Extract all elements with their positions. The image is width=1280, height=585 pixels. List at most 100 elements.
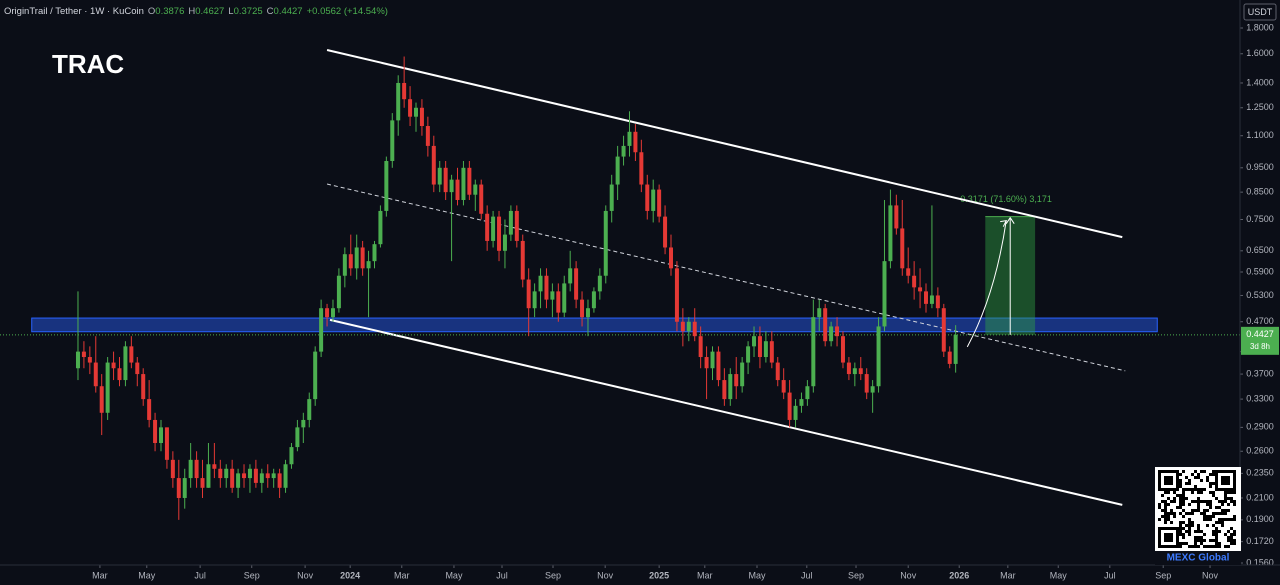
qr-cell	[1233, 539, 1236, 542]
qr-cell	[1227, 470, 1230, 473]
qr-cell	[1191, 488, 1194, 491]
candle-body	[835, 326, 840, 337]
y-tick-label: 0.8500	[1246, 187, 1274, 197]
qr-cell	[1176, 482, 1179, 485]
qr-cell	[1197, 500, 1200, 503]
qr-cell	[1221, 500, 1224, 503]
qr-cell	[1230, 518, 1233, 521]
qr-cell	[1206, 476, 1209, 479]
qr-cell	[1221, 476, 1224, 479]
qr-cell	[1224, 470, 1227, 473]
qr-cell	[1167, 539, 1170, 542]
watermark: MEXC Global	[1167, 553, 1230, 564]
qr-cell	[1197, 524, 1200, 527]
candle-body	[674, 268, 679, 322]
candle-body	[473, 184, 478, 195]
qr-cell	[1203, 500, 1206, 503]
qr-cell	[1158, 479, 1161, 482]
qr-cell	[1194, 539, 1197, 542]
qr-cell	[1182, 521, 1185, 524]
qr-cell	[1215, 530, 1218, 533]
y-tick-label: 0.1900	[1246, 514, 1274, 524]
qr-cell	[1218, 512, 1221, 515]
candle-body	[787, 392, 792, 420]
y-tick-label: 1.2500	[1246, 102, 1274, 112]
qr-cell	[1227, 509, 1230, 512]
qr-cell	[1230, 470, 1233, 473]
qr-cell	[1167, 536, 1170, 539]
qr-cell	[1227, 488, 1230, 491]
qr-cell	[1173, 515, 1176, 518]
qr-cell	[1173, 527, 1176, 530]
qr-cell	[1230, 500, 1233, 503]
qr-cell	[1215, 542, 1218, 545]
qr-cell	[1185, 530, 1188, 533]
header-text: H	[188, 6, 195, 17]
x-tick-label: 2025	[649, 570, 669, 580]
qr-cell	[1185, 542, 1188, 545]
currency-box[interactable]	[1243, 3, 1277, 21]
qr-cell	[1176, 527, 1179, 530]
qr-cell	[1170, 509, 1173, 512]
qr-cell	[1158, 533, 1161, 536]
qr-cell	[1194, 470, 1197, 473]
qr-cell	[1233, 470, 1236, 473]
candle-body	[769, 341, 774, 363]
x-tick-label: Mar	[697, 570, 713, 580]
qr-cell	[1221, 479, 1224, 482]
qr-cell	[1212, 545, 1215, 548]
candle-body	[408, 99, 413, 117]
header-text: 0.4627	[195, 6, 224, 17]
qr-cell	[1182, 515, 1185, 518]
qr-cell	[1209, 491, 1212, 494]
qr-cell	[1215, 539, 1218, 542]
qr-cell	[1221, 470, 1224, 473]
qr-cell	[1200, 542, 1203, 545]
qr-cell	[1212, 533, 1215, 536]
candle-body	[283, 464, 288, 488]
qr-cell	[1197, 497, 1200, 500]
candle-body	[900, 228, 905, 269]
header-text: L	[228, 6, 233, 17]
y-tick-label: 1.1000	[1246, 130, 1274, 140]
qr-cell	[1215, 497, 1218, 500]
candle-body	[295, 427, 300, 448]
qr-cell	[1233, 476, 1236, 479]
qr-cell	[1173, 512, 1176, 515]
x-tick-label: Mar	[394, 570, 410, 580]
x-tick-label: Mar	[1000, 570, 1016, 580]
qr-cell	[1176, 476, 1179, 479]
candle-body	[728, 374, 733, 400]
qr-cell	[1230, 497, 1233, 500]
candle-body	[882, 261, 887, 327]
y-tick-label: 0.2600	[1246, 446, 1274, 456]
candle-body	[342, 254, 347, 276]
x-tick-label: Jul	[801, 570, 813, 580]
candle-body	[253, 468, 258, 483]
qr-cell	[1164, 533, 1167, 536]
qr-cell	[1203, 539, 1206, 542]
candle-body	[793, 405, 798, 420]
qr-cell	[1164, 509, 1167, 512]
candle-body	[912, 275, 917, 288]
qr-cell	[1230, 536, 1233, 539]
qr-cell	[1200, 500, 1203, 503]
qr-cell	[1179, 497, 1182, 500]
qr-cell	[1209, 506, 1212, 509]
candle-body	[111, 362, 116, 369]
qr-cell	[1164, 476, 1167, 479]
qr-cell	[1167, 479, 1170, 482]
qr-cell	[1233, 542, 1236, 545]
qr-cell	[1194, 509, 1197, 512]
candle-body	[153, 419, 158, 443]
qr-cell	[1233, 518, 1236, 521]
candle-body	[81, 351, 86, 358]
qr-cell	[1215, 506, 1218, 509]
qr-cell	[1206, 515, 1209, 518]
currency[interactable]: USDT	[1248, 7, 1273, 17]
qr-cell	[1188, 488, 1191, 491]
qr-cell	[1227, 539, 1230, 542]
candle-body	[811, 317, 816, 387]
candle-body	[502, 234, 507, 251]
